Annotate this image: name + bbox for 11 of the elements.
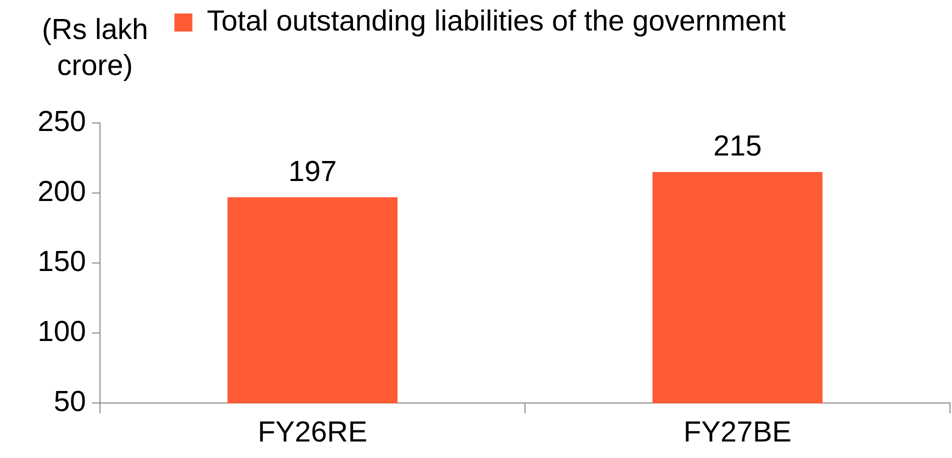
- y-tick-label: 50: [54, 386, 86, 418]
- data-label: 215: [713, 130, 762, 163]
- y-tick-label: 200: [38, 176, 86, 208]
- legend-label: Total outstanding liabilities of the government: [206, 6, 786, 38]
- y-tick-label: 100: [38, 316, 86, 348]
- data-label: 197: [288, 156, 337, 188]
- x-tick-label: FY26RE: [258, 416, 368, 449]
- y-tick-label: 250: [38, 106, 86, 138]
- y-tick-label: 150: [38, 246, 86, 278]
- y-axis-title: (Rs lakh crore): [40, 13, 150, 84]
- x-tick-label: FY27BE: [684, 416, 792, 449]
